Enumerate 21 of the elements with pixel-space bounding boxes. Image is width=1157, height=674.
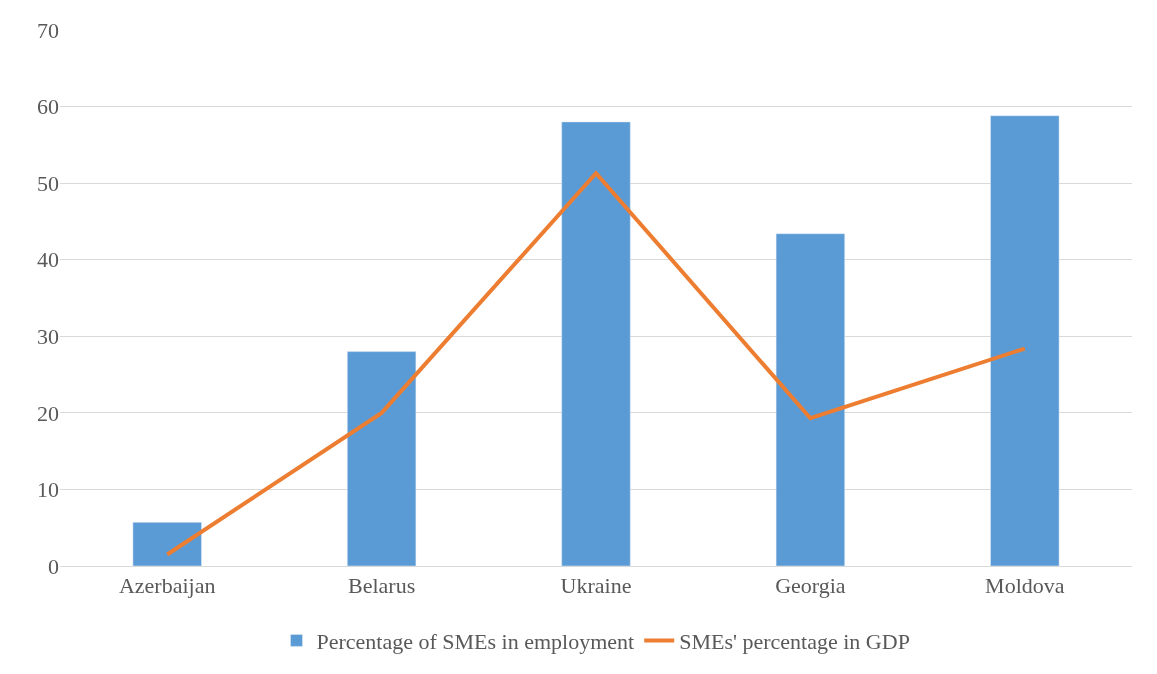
bar: [775, 233, 845, 566]
bar: [132, 522, 202, 566]
x-tick-label: Azerbaijan: [118, 573, 216, 599]
y-tick-label: 30: [37, 323, 59, 349]
legend-label: Percentage of SMEs in employment: [316, 628, 635, 654]
legend-label: SMEs' percentage in GDP: [679, 628, 910, 654]
x-tick-label: Belarus: [348, 573, 416, 599]
y-tick-label: 60: [37, 94, 59, 120]
line-series: [165, 171, 1027, 557]
bar: [990, 115, 1060, 566]
y-tick-label: 0: [48, 553, 59, 579]
bar: [347, 351, 417, 566]
x-tick-label: Moldova: [985, 573, 1065, 599]
y-tick-label: 10: [37, 477, 59, 503]
y-tick-label: 40: [37, 247, 59, 273]
y-tick-label: 50: [37, 170, 59, 196]
y-tick-label: 20: [37, 400, 59, 426]
x-tick-label: Georgia: [775, 573, 846, 599]
x-tick-label: Ukraine: [560, 573, 632, 599]
bar: [561, 121, 631, 566]
y-tick-label: 70: [37, 17, 59, 43]
